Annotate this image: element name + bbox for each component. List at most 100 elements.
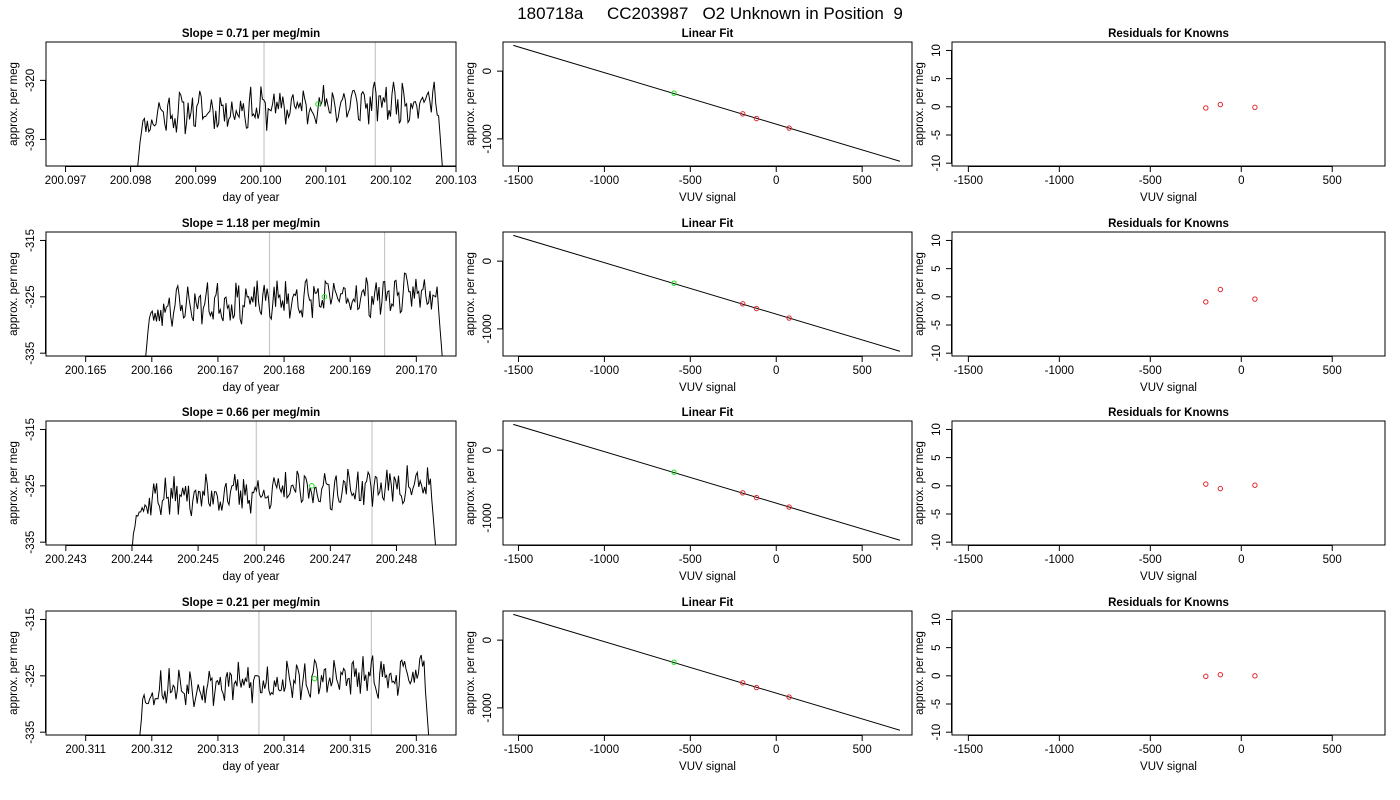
y-tick-label: 0	[931, 673, 943, 679]
y-tick-label: 5	[931, 75, 943, 81]
residual-point	[1203, 673, 1209, 680]
known-point	[786, 504, 792, 510]
y-tick-label: -335	[25, 531, 37, 554]
x-tick-label: 200.314	[263, 744, 305, 756]
plot-area	[1203, 101, 1258, 111]
y-axis: 0 -1000	[482, 68, 503, 154]
unknown-point	[309, 483, 315, 489]
y-axis-label: approx. per meg	[914, 252, 926, 336]
panel-title: Slope = 0.71 per meg/min	[182, 28, 320, 40]
x-tick-label: 200.100	[240, 175, 282, 187]
x-axis: -1500 -1000 -500 0 500	[954, 356, 1342, 377]
plot-frame	[502, 610, 913, 736]
y-axis-label: approx. per meg	[914, 631, 926, 715]
x-tick-label: 0	[773, 744, 779, 756]
plot-frame	[951, 610, 1386, 736]
plot-frame	[45, 610, 457, 736]
x-tick-label: -1500	[954, 744, 983, 756]
x-tick-label: -500	[1139, 744, 1162, 756]
unknown-point	[671, 90, 677, 96]
y-axis: -315 -325 -335	[25, 418, 46, 554]
x-tick-label: -1500	[954, 175, 983, 187]
x-axis-label: VUV signal	[1140, 761, 1197, 773]
y-tick-label: -10	[931, 155, 943, 172]
x-axis-label: VUV signal	[679, 382, 736, 394]
y-tick-label: 5	[931, 454, 943, 460]
y-tick-label: -330	[25, 128, 37, 151]
y-tick-label: 10	[931, 234, 943, 247]
unknown-point	[671, 659, 677, 665]
x-tick-label: 200.247	[310, 554, 352, 566]
x-tick-label: 200.316	[396, 744, 438, 756]
x-tick-label: 0	[1238, 554, 1244, 566]
x-tick-label: 200.098	[110, 175, 152, 187]
y-tick-label: 5	[931, 265, 943, 271]
y-tick-label: -325	[25, 285, 37, 308]
residual-point	[1203, 105, 1209, 111]
residual-point	[1203, 481, 1209, 487]
x-axis-label: day of year	[223, 382, 280, 394]
residual-point	[1203, 299, 1209, 305]
y-tick-label: 0	[931, 483, 943, 489]
unknown-point	[671, 469, 677, 475]
panel-r2-c3: Residuals for Knowns VUV signal approx. pe…	[914, 218, 1386, 394]
known-point	[740, 490, 746, 496]
known-point	[740, 680, 746, 686]
panel-r4-c3: Residuals for Knowns VUV signal approx. pe…	[914, 597, 1386, 773]
panel-r1-c1: Slope = 0.71 per meg/min day of year appro…	[8, 28, 477, 204]
y-axis: 10 5 0 -5 -10	[931, 423, 952, 550]
panel-r3-c1: Slope = 0.66 per meg/min day of year appro…	[8, 407, 457, 583]
x-axis-label: VUV signal	[1140, 192, 1197, 204]
y-tick-label: -315	[25, 229, 37, 252]
x-axis: -1500 -1000 -500 0 500	[504, 545, 872, 566]
panel-r2-c1: Slope = 1.18 per meg/min day of year appro…	[8, 218, 457, 394]
y-tick-label: 0	[482, 637, 494, 643]
panel-title: Slope = 1.18 per meg/min	[182, 218, 320, 230]
residual-point	[1217, 286, 1224, 293]
panel-r1-c3: Residuals for Knowns VUV signal approx. pe…	[914, 28, 1386, 204]
x-tick-label: 200.313	[197, 744, 239, 756]
y-axis-label: approx. per meg	[465, 631, 477, 715]
panel-title: Residuals for Knowns	[1108, 218, 1229, 230]
panel-grid: Slope = 0.71 per meg/min day of year appro…	[8, 28, 1386, 773]
x-axis-label: day of year	[223, 571, 280, 583]
x-tick-label: 200.097	[45, 175, 87, 187]
unknown-point	[671, 280, 677, 286]
x-tick-label: 0	[1238, 175, 1244, 187]
residual-point	[1217, 671, 1224, 678]
series-line	[145, 272, 443, 356]
plot-frame	[45, 231, 457, 357]
x-tick-label: -1000	[1045, 175, 1074, 187]
y-axis: 10 5 0 -5 -10	[931, 613, 952, 740]
known-point	[740, 111, 746, 117]
y-axis: 0 -1000	[482, 637, 503, 723]
panel-r4-c1: Slope = 0.21 per meg/min day of year appro…	[8, 597, 457, 773]
x-tick-label: 200.102	[370, 175, 412, 187]
residual-point	[1252, 673, 1258, 679]
x-tick-label: 0	[773, 175, 779, 187]
panel-title: Residuals for Knowns	[1108, 597, 1229, 609]
x-axis-label: day of year	[223, 761, 280, 773]
x-tick-label: 200.101	[305, 175, 347, 187]
x-tick-label: 0	[1238, 744, 1244, 756]
series-line	[139, 654, 430, 735]
y-axis: 0 -1000	[482, 447, 503, 533]
residual-point	[1252, 296, 1258, 302]
x-tick-label: -500	[679, 744, 702, 756]
x-tick-label: 500	[1323, 365, 1342, 377]
y-tick-label: -315	[25, 608, 37, 631]
plot-area	[1203, 671, 1258, 680]
y-axis: -320 -330	[25, 69, 46, 151]
unknown-point	[315, 101, 321, 107]
x-tick-label: -1500	[504, 554, 533, 566]
y-tick-label: -1000	[482, 503, 494, 532]
x-tick-label: -1500	[504, 744, 533, 756]
plot-area	[131, 421, 436, 545]
x-tick-label: 500	[853, 744, 872, 756]
known-point	[753, 494, 760, 501]
x-axis-label: VUV signal	[1140, 571, 1197, 583]
panel-title: Slope = 0.66 per meg/min	[182, 407, 320, 419]
x-tick-label: 200.244	[111, 554, 153, 566]
plot-frame	[951, 420, 1386, 546]
series-line	[131, 465, 436, 545]
